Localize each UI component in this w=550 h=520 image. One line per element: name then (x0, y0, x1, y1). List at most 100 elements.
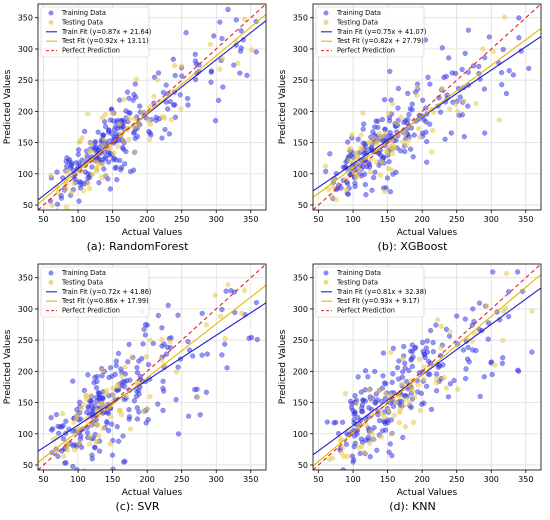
x-tick-label: 200 (140, 215, 155, 224)
caption-svr: (c): SVR (115, 500, 160, 513)
training-point (365, 374, 371, 380)
training-point (442, 136, 448, 142)
x-tick-label: 50 (313, 475, 323, 484)
y-tick-label: 250 (293, 336, 308, 345)
training-point (113, 358, 120, 364)
testing-point (119, 373, 125, 379)
ticks: 50 100 150 200 250 300 350 50 100 150 200 250 300 350 (18, 274, 259, 484)
legend-label: Train Fit (y=0.81x + 32.38) (336, 288, 427, 296)
training-point (345, 191, 351, 197)
training-point (389, 453, 395, 459)
training-point (411, 132, 417, 138)
testing-point (405, 137, 411, 144)
training-point (425, 74, 431, 80)
testing-point (382, 189, 388, 195)
testing-point (401, 402, 407, 409)
training-point (386, 159, 392, 165)
training-point (160, 378, 166, 384)
testing-point (371, 436, 377, 443)
training-point (54, 169, 60, 175)
training-point (70, 378, 76, 384)
training-point (363, 192, 369, 198)
training-point (430, 349, 437, 355)
training-point (238, 28, 244, 34)
training-point (142, 332, 149, 338)
training-point (427, 81, 433, 87)
training-point (110, 437, 116, 444)
testing-point (503, 305, 509, 312)
training-point (425, 371, 431, 377)
axes-frame (37, 263, 267, 471)
testing-point (329, 194, 335, 200)
training-point (343, 441, 350, 447)
y-tick-label: 150 (18, 139, 33, 148)
testing-point (121, 96, 127, 103)
training-point (359, 405, 365, 411)
training-point (126, 407, 132, 413)
testing-point (217, 66, 223, 72)
training-point (76, 198, 82, 204)
y-tick-label: 350 (18, 274, 33, 283)
testing-point (416, 125, 422, 132)
training-point (107, 186, 114, 192)
training-point (79, 157, 85, 163)
testing-point (341, 453, 347, 460)
training-point (131, 398, 138, 404)
training-point (100, 132, 107, 138)
y-tick-label: 250 (18, 336, 33, 345)
train-fit-line (313, 287, 541, 456)
training-point (150, 340, 156, 347)
testing-point (342, 391, 349, 397)
training-point (217, 19, 223, 25)
training-point (223, 288, 229, 294)
training-point (109, 131, 115, 137)
training-point (89, 452, 95, 458)
scatter-plot-randomforest: 50 100 150 200 250 300 350 50 100 150 200 250 300 350… (3, 3, 267, 238)
testing-point (249, 47, 255, 53)
points (322, 14, 532, 203)
testing-point (86, 441, 93, 447)
testing-point (49, 202, 55, 208)
training-point (447, 381, 453, 387)
testing-point (93, 421, 99, 427)
axes-frame (312, 3, 542, 211)
testing-point (386, 407, 392, 413)
training-point (84, 430, 91, 436)
training-point (423, 345, 429, 351)
testing-point (48, 172, 54, 179)
testing-point (72, 447, 78, 453)
training-point (352, 180, 358, 186)
testing-point (147, 121, 154, 127)
training-point (406, 111, 412, 118)
legend-label: Testing Data (336, 278, 378, 286)
testing-point (480, 46, 486, 52)
training-point (390, 371, 396, 377)
testing-point (66, 441, 72, 447)
testing-point (504, 271, 510, 277)
training-point (351, 444, 357, 450)
training-point (459, 66, 465, 73)
legend-label: Test Fit (y=0.86x + 17.99) (61, 297, 149, 305)
x-tick-label: 150 (105, 475, 120, 484)
testing-point (167, 339, 173, 345)
legend-marker-training (48, 10, 54, 16)
testing-point (412, 394, 418, 400)
testing-point (159, 336, 165, 343)
testing-point (87, 141, 94, 147)
testing-point (85, 180, 91, 186)
testing-point (346, 158, 352, 164)
testing-point (94, 439, 100, 445)
testing-point (433, 380, 440, 386)
training-point (416, 370, 422, 376)
testing-point (414, 92, 420, 99)
x-tick-label: 100 (345, 475, 360, 484)
training-point (253, 299, 260, 306)
testing-point (402, 424, 408, 430)
y-tick-label: 350 (293, 14, 308, 23)
testing-point (391, 412, 398, 418)
training-point (48, 415, 54, 421)
training-point (118, 366, 124, 372)
training-point (155, 401, 161, 407)
training-point (112, 165, 118, 171)
x-axis-label: Actual Values (397, 228, 458, 238)
